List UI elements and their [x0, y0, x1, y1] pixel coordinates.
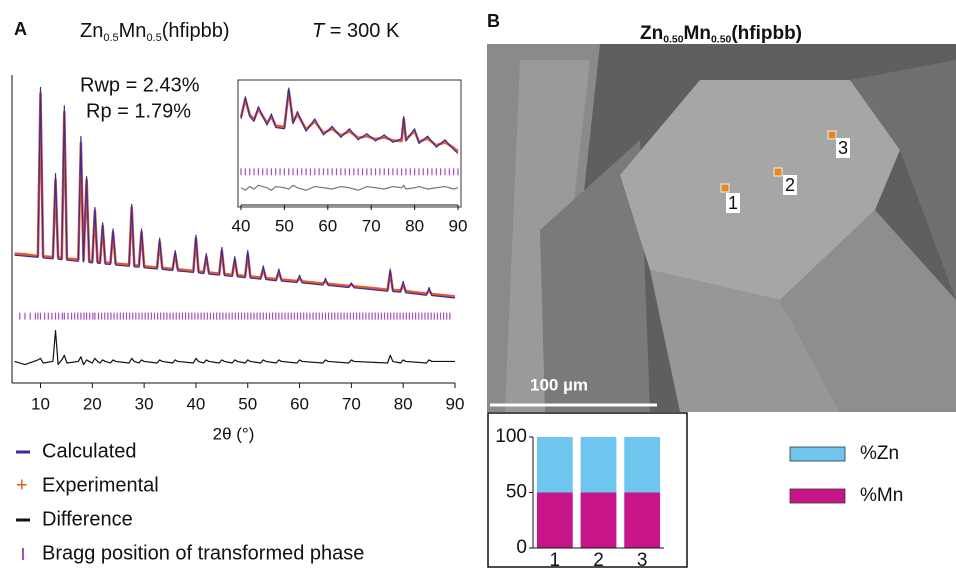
- x-tick-label: 60: [318, 216, 337, 235]
- sem-image: [487, 44, 956, 412]
- x-axis-label: 2θ (°): [213, 424, 255, 443]
- bar-segment: [537, 437, 573, 493]
- x-tick-label: 80: [394, 394, 413, 413]
- legend-label: Calculated: [42, 440, 137, 462]
- inset-background: [238, 80, 460, 206]
- x-tick-label: 2: [593, 550, 604, 568]
- figure: A B 100 µm Zn0.5Mn0.5(hfipbb)Zn0.50Mn0.5…: [0, 0, 956, 568]
- x-tick-label: 90: [446, 394, 465, 413]
- legend-swatch: [790, 489, 845, 503]
- point-label: 1: [728, 193, 738, 213]
- subscript: 0.5: [103, 32, 118, 44]
- x-tick-label: 70: [342, 394, 361, 413]
- formula-part: (hfipbb): [162, 20, 230, 42]
- bar-segment: [581, 493, 617, 549]
- analysis-point: [828, 131, 836, 139]
- x-tick-label: 1: [550, 550, 561, 568]
- bar-segment: [624, 437, 660, 493]
- formula-part: Mn: [119, 20, 147, 42]
- y-tick-label: 50: [506, 482, 527, 503]
- point-label: 2: [785, 175, 795, 195]
- bar-segment: [581, 437, 617, 493]
- bar-segment: [537, 493, 573, 549]
- panel-label: A: [14, 19, 27, 39]
- bar-segment: [624, 493, 660, 549]
- x-tick-label: 40: [186, 394, 205, 413]
- x-tick-label: 70: [362, 216, 381, 235]
- temperature-value: = 300 K: [324, 20, 400, 42]
- annotation: Rp = 1.79%: [86, 100, 191, 122]
- temperature-label: T = 300 K: [312, 20, 400, 42]
- subscript: 0.50: [711, 34, 732, 45]
- x-tick-label: 3: [637, 550, 648, 568]
- legend-label: Bragg position of transformed phase: [42, 542, 364, 564]
- legend-swatch: [790, 447, 845, 461]
- formula-part: Mn: [684, 23, 711, 44]
- y-tick-label: 100: [495, 426, 527, 447]
- subscript: 0.5: [146, 32, 161, 44]
- x-tick-label: 50: [275, 216, 294, 235]
- x-tick-label: 50: [238, 394, 257, 413]
- formula-part: Zn: [80, 20, 103, 42]
- x-tick-label: 20: [83, 394, 102, 413]
- annotation: Rwp = 2.43%: [80, 74, 200, 96]
- scale-bar-label: 100 µm: [530, 375, 588, 394]
- panel-label: B: [487, 11, 500, 31]
- formula: Zn0.5Mn0.5(hfipbb): [80, 20, 230, 44]
- legend-label: %Zn: [860, 443, 899, 464]
- formula: Zn0.50Mn0.50(hfipbb): [640, 23, 802, 45]
- analysis-point: [774, 168, 782, 176]
- legend-label: %Mn: [860, 485, 903, 506]
- x-tick-label: 60: [290, 394, 309, 413]
- x-tick-label: 90: [449, 216, 468, 235]
- formula-part: Zn: [640, 23, 663, 44]
- subscript: 0.50: [663, 34, 684, 45]
- y-tick-label: 0: [516, 537, 527, 558]
- x-tick-label: 30: [135, 394, 154, 413]
- analysis-point: [721, 184, 729, 192]
- pattern-line: [15, 331, 455, 365]
- x-tick-label: 80: [405, 216, 424, 235]
- legend-marker: +: [16, 474, 28, 496]
- point-label: 3: [838, 138, 848, 158]
- legend-label: Experimental: [42, 474, 159, 496]
- formula-part: (hfipbb): [731, 23, 802, 44]
- x-tick-label: 10: [31, 394, 50, 413]
- legend-label: Difference: [42, 508, 133, 530]
- x-tick-label: 40: [232, 216, 251, 235]
